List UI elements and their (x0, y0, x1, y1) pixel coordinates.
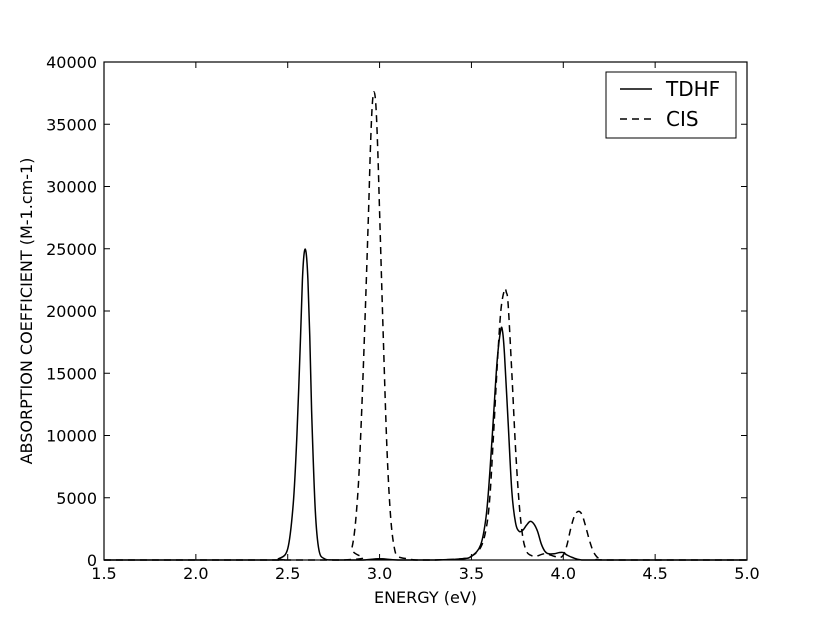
x-tick-label: 2.0 (183, 564, 208, 583)
series-line-tdhf (104, 248, 747, 561)
x-tick-label: 3.0 (367, 564, 392, 583)
x-tick-label: 4.5 (642, 564, 667, 583)
y-tick-label: 10000 (46, 427, 97, 446)
y-tick-label: 5000 (56, 489, 97, 508)
y-tick-label: 0 (87, 551, 97, 570)
x-tick-label: 2.5 (275, 564, 300, 583)
y-tick-label: 40000 (46, 53, 97, 72)
series-line-cis (104, 91, 747, 561)
y-tick-label: 20000 (46, 302, 97, 321)
y-tick-label: 35000 (46, 115, 97, 134)
y-axis-label: ABSORPTION COEFFICIENT (M-1.cm-1) (17, 158, 36, 465)
plot-area (104, 91, 747, 561)
y-tick-label: 30000 (46, 178, 97, 197)
x-tick-label: 4.0 (551, 564, 576, 583)
x-tick-label: 5.0 (734, 564, 759, 583)
y-tick-label: 15000 (46, 364, 97, 383)
y-tick-label: 25000 (46, 240, 97, 259)
legend-label-cis: CIS (666, 107, 699, 131)
x-tick-label: 1.5 (91, 564, 116, 583)
axis-ticks: 1.5 2.0 2.5 3.0 3.5 4.0 4.5 5.0 0 5000 10000 15000 2… (46, 53, 760, 583)
x-axis-label: ENERGY (eV) (374, 588, 477, 607)
legend: TDHF CIS (605, 71, 737, 139)
legend-label-tdhf: TDHF (665, 77, 720, 101)
x-tick-label: 3.5 (459, 564, 484, 583)
legend-box (605, 71, 737, 139)
